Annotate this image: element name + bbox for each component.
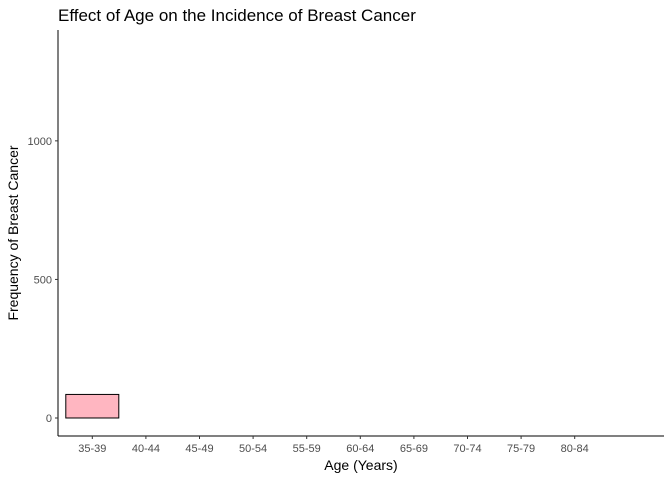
y-tick-label: 1000 <box>28 136 52 148</box>
x-tick-label-60-64: 60-64 <box>346 443 374 455</box>
x-tick-label-70-74: 70-74 <box>453 443 481 455</box>
x-tick-label-45-49: 45-49 <box>185 443 213 455</box>
y-axis-ticks: 0 500 1000 <box>28 136 58 425</box>
x-axis-label: Age (Years) <box>324 457 397 473</box>
y-axis-label: Frequency of Breast Cancer <box>5 145 21 320</box>
x-tick-label-75-79: 75-79 <box>507 443 535 455</box>
x-axis-ticks: 35-39 40-44 45-49 50-54 55-59 60-64 65-69 70-74… <box>78 436 589 455</box>
bar-35-39 <box>65 393 120 419</box>
y-tick-label: 500 <box>34 274 52 286</box>
bars-layer <box>65 393 120 419</box>
x-tick-label-50-54: 50-54 <box>239 443 267 455</box>
x-tick-label-35-39: 35-39 <box>78 443 106 455</box>
x-tick-label-40-44: 40-44 <box>132 443 160 455</box>
chart-title: Effect of Age on the Incidence of Breast… <box>58 6 416 25</box>
x-tick-label-80-84: 80-84 <box>561 443 589 455</box>
y-tick-label: 0 <box>46 413 52 425</box>
x-tick-label-55-59: 55-59 <box>293 443 321 455</box>
x-tick-label-65-69: 65-69 <box>400 443 428 455</box>
